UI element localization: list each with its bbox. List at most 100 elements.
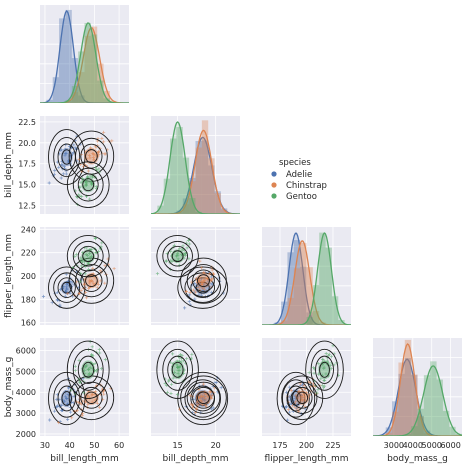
scatter-point-gentoo xyxy=(88,251,92,256)
scatter-point-chinstrap xyxy=(188,393,192,397)
scatter-point-gentoo xyxy=(79,180,83,184)
scatter-point-gentoo xyxy=(93,165,97,169)
scatter-point-gentoo xyxy=(78,279,82,283)
y-tick-label: 12.5 xyxy=(18,202,36,211)
scatter-point-chinstrap xyxy=(77,157,81,161)
density-contour xyxy=(310,348,339,391)
x-tick-label: 20 xyxy=(211,441,221,450)
scatter-point-chinstrap xyxy=(189,402,193,406)
kde-fill-chinstrap xyxy=(40,27,129,103)
hist-bar-gentoo xyxy=(338,320,345,325)
scatter-point-gentoo xyxy=(190,352,194,356)
kde-line-gentoo xyxy=(262,232,351,325)
scatter-point-gentoo xyxy=(80,176,84,180)
hist-bar-gentoo xyxy=(331,296,339,325)
hist-bar-gentoo xyxy=(442,410,450,436)
x-tick-label: 40 xyxy=(65,441,75,450)
scatter-point-chinstrap xyxy=(302,383,306,388)
hist-bar-gentoo xyxy=(325,247,332,325)
scatter-point-gentoo xyxy=(83,368,87,372)
hist-bar-chinstrap xyxy=(220,209,228,214)
scatter-point-gentoo xyxy=(90,353,94,357)
scatter-point-adelie xyxy=(65,396,69,400)
x-tick-label: 60 xyxy=(114,441,124,450)
kde-line-adelie xyxy=(262,232,351,325)
scatter-point-chinstrap xyxy=(195,401,199,405)
scatter-point-chinstrap xyxy=(81,164,86,168)
scatter-point-gentoo xyxy=(321,386,325,390)
scatter-point-gentoo xyxy=(88,365,92,369)
density-contour xyxy=(192,269,215,292)
scatter-point-adelie xyxy=(53,409,57,413)
panel-marks xyxy=(41,235,116,309)
scatter-point-gentoo xyxy=(73,364,77,368)
y-tick-label: 17.5 xyxy=(18,160,36,169)
hist-bar-adelie xyxy=(78,95,85,103)
hist-bar-adelie xyxy=(201,140,209,214)
scatter-point-chinstrap xyxy=(301,398,305,402)
density-contour xyxy=(75,264,108,298)
legend-label-chinstrap: Chinstrap xyxy=(286,181,327,191)
scatter-point-adelie xyxy=(64,151,68,155)
scatter-point-gentoo xyxy=(83,272,87,276)
scatter-point-gentoo xyxy=(317,372,321,376)
scatter-point-gentoo xyxy=(79,271,83,275)
density-contour xyxy=(66,235,110,278)
scatter-point-gentoo xyxy=(88,197,92,201)
density-contour xyxy=(315,355,334,384)
scatter-point-chinstrap xyxy=(89,146,93,150)
scatter-point-adelie xyxy=(209,275,213,279)
scatter-point-chinstrap xyxy=(201,382,206,386)
scatter-point-gentoo xyxy=(185,246,189,250)
hist-bar-gentoo xyxy=(71,85,79,103)
scatter-point-adelie xyxy=(299,412,304,416)
scatter-point-gentoo xyxy=(85,254,90,258)
hist-bar-gentoo xyxy=(78,51,85,103)
x-axis-label: bill_length_mm xyxy=(50,454,118,464)
scatter-point-adelie xyxy=(63,153,67,157)
scatter-point-gentoo xyxy=(175,254,179,258)
panel-flipper-length-mm-vs-bill-depth-mm xyxy=(151,227,240,325)
scatter-point-adelie xyxy=(215,381,219,385)
hist-bar-gentoo xyxy=(306,317,313,325)
density-contour xyxy=(72,240,104,272)
scatter-point-gentoo xyxy=(74,252,78,256)
legend-label-adelie: Adelie xyxy=(286,170,312,180)
scatter-point-gentoo xyxy=(170,254,174,258)
density-contour xyxy=(186,381,221,414)
scatter-point-chinstrap xyxy=(70,416,74,420)
y-axis-label: flipper_length_mm xyxy=(4,234,14,318)
scatter-point-gentoo xyxy=(94,184,98,189)
y-tick-label: 3000 xyxy=(16,409,36,418)
scatter-point-chinstrap xyxy=(83,400,88,404)
density-contour xyxy=(85,274,98,288)
hist-bar-chinstrap xyxy=(385,432,393,436)
scatter-point-chinstrap xyxy=(299,395,303,399)
hist-bar-chinstrap xyxy=(398,362,405,436)
density-contour xyxy=(77,173,99,197)
scatter-point-chinstrap xyxy=(295,407,299,411)
scatter-point-chinstrap xyxy=(90,272,94,276)
scatter-point-chinstrap xyxy=(196,285,200,290)
hist-bar-gentoo xyxy=(90,34,98,103)
scatter-point-gentoo xyxy=(175,362,179,366)
scatter-point-gentoo xyxy=(315,391,319,395)
kde-line-chinstrap xyxy=(373,343,462,436)
scatter-point-gentoo xyxy=(171,352,175,356)
scatter-point-gentoo xyxy=(73,369,77,373)
scatter-point-chinstrap xyxy=(97,152,101,156)
scatter-point-gentoo xyxy=(90,175,94,179)
scatter-point-chinstrap xyxy=(203,288,207,292)
density-core-adelie xyxy=(60,147,73,167)
density-contour xyxy=(167,245,188,267)
scatter-point-chinstrap xyxy=(87,153,92,158)
scatter-point-gentoo xyxy=(88,256,92,260)
panel-body-mass-g-vs-flipper-length-mm: 175 200 225 flipper_length_mm xyxy=(262,338,351,464)
panel-bill-depth-mm-vs-bill-depth-mm xyxy=(151,116,240,214)
hist-bar-chinstrap xyxy=(208,158,215,214)
y-tick-label: 180 xyxy=(21,295,36,304)
hist-bar-chinstrap xyxy=(392,411,399,436)
scatter-point-gentoo xyxy=(80,195,84,199)
scatter-point-gentoo xyxy=(77,377,81,381)
density-contour xyxy=(186,264,221,298)
